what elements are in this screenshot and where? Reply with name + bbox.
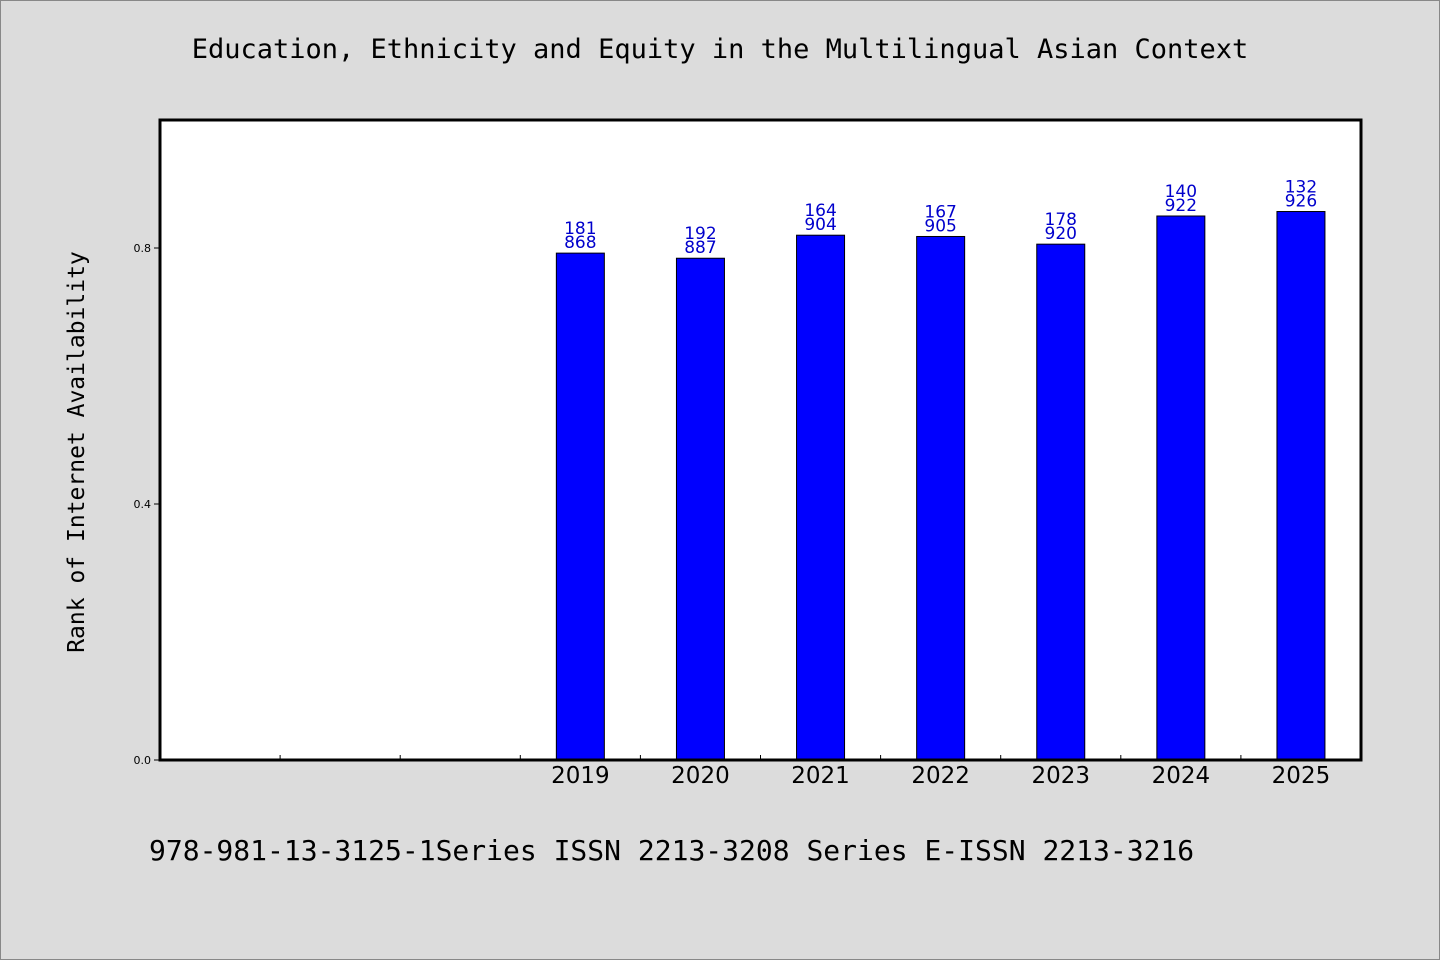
x-tick-label: 2020 [671,763,730,789]
bar-data-label-bottom: 922 [1165,196,1197,216]
plot-border [158,118,1363,762]
bar [1036,243,1086,761]
bar [796,234,846,761]
y-tick-label: 0.4 [134,498,152,511]
bar-data-label-top: 132 [1285,178,1317,198]
x-tick-label: 2024 [1152,763,1211,789]
bar-data-label-top: 167 [924,202,956,222]
bar-data-label-top: 178 [1045,210,1077,230]
bar [916,235,966,761]
x-tick-label: 2022 [911,763,970,789]
bar-data-label-bottom: 920 [1045,224,1077,244]
ticks-layer: 0.0 0.4 0.8 2019 2020 2021 2022 2023 2024 2025 [134,242,1331,789]
bar-data-label-top: 140 [1165,182,1197,202]
bar-data-label-bottom: 887 [684,238,716,258]
bar [1276,211,1326,761]
bar-data-label-top: 192 [684,224,716,244]
bar-data-label-bottom: 904 [804,215,836,235]
bar [675,257,725,761]
bar [555,252,605,761]
bar-data-label-top: 164 [804,201,836,221]
bar [1156,215,1206,761]
x-tick-label: 2023 [1031,763,1090,789]
footer-isbn-text: 978-981-13-3125-1Series ISSN 2213-3208 S… [149,834,1195,867]
x-tick-label: 2021 [791,763,850,789]
bar-data-label-bottom: 926 [1285,192,1317,212]
bar-data-label-bottom: 905 [924,216,956,236]
bar-data-label-bottom: 868 [564,233,596,253]
chart-title: Education, Ethnicity and Equity in the M… [191,34,1249,65]
bar-data-label-top: 181 [564,219,596,239]
y-tick-label: 0.0 [134,754,152,767]
y-tick-label: 0.8 [134,242,152,255]
x-tick-label: 2019 [551,763,610,789]
x-tick-label: 2025 [1272,763,1331,789]
